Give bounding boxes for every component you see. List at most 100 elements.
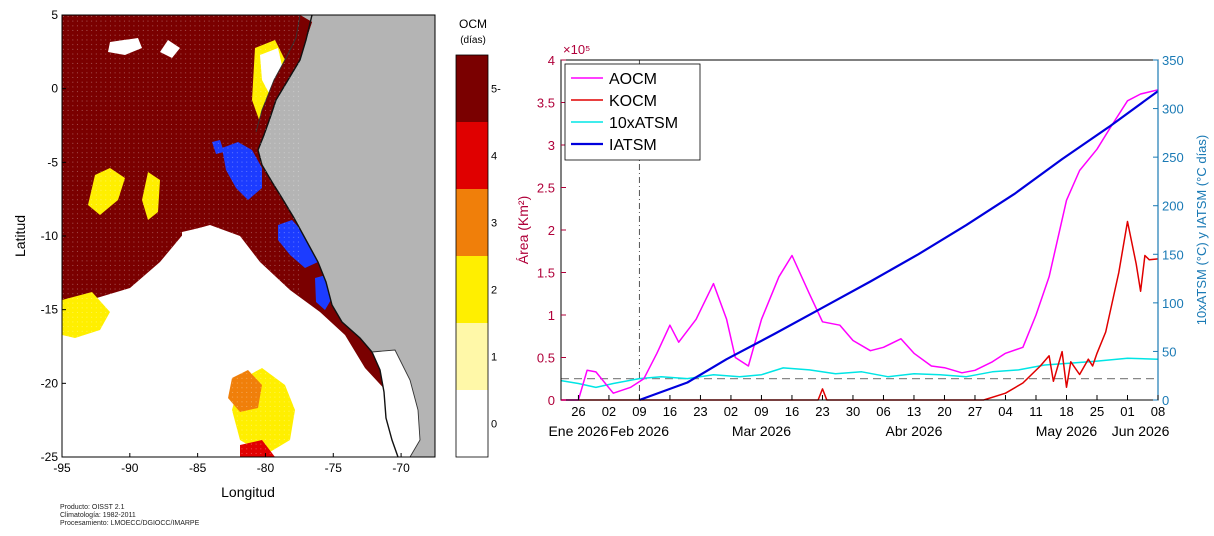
map-xlabel: Longitud xyxy=(221,484,275,500)
colorbar-swatch xyxy=(456,122,488,189)
map-y-axis: 5 0 -5 -10 -15 -20 -25 xyxy=(41,8,66,464)
colorbar-tick-label: 4 xyxy=(491,151,497,163)
credits: Producto: OISST 2.1 Climatología: 1982-2… xyxy=(60,504,199,528)
x-axis-tick-label: 09 xyxy=(754,404,768,419)
ocm-map: -95 -90 -85 -80 -75 -70 5 0 -5 -10 -15 -20 -25 Long… xyxy=(12,8,501,500)
colorbar-swatch xyxy=(456,55,488,122)
map-y-tick-label: 5 xyxy=(51,8,58,22)
x-axis-tick-label: 16 xyxy=(663,404,677,419)
right-axis-tick-label: 250 xyxy=(1162,150,1184,165)
left-axis-tick-label: 2.5 xyxy=(537,181,555,196)
map-y-tick-label: -5 xyxy=(47,155,58,169)
series-line-10xatsm xyxy=(560,357,1159,389)
colorbar-tick-label: 0 xyxy=(491,419,497,431)
map-y-tick-label: -10 xyxy=(41,229,59,243)
x-axis-tick-label: 18 xyxy=(1059,404,1073,419)
map-y-tick-label: 0 xyxy=(51,82,58,96)
right-axis: 0 50 100 150 200 250 300 350 xyxy=(1153,53,1184,408)
map-x-tick-label: -80 xyxy=(257,461,275,475)
left-axis-tick-label: 0.5 xyxy=(537,351,555,366)
right-axis-tick-label: 350 xyxy=(1162,53,1184,68)
x-axis-tick-label: 23 xyxy=(693,404,707,419)
credits-processing: Procesamiento: LMOECC/DGIOCC/IMARPE xyxy=(60,520,200,527)
x-axis-tick-label: 02 xyxy=(724,404,738,419)
right-axis-tick-label: 300 xyxy=(1162,102,1184,117)
x-axis-month-label: May 2026 xyxy=(1036,423,1098,439)
series-lines xyxy=(560,89,1159,402)
x-axis-month-label: Feb 2026 xyxy=(610,423,669,439)
south-america-land xyxy=(258,15,435,457)
x-axis-tick-label: 16 xyxy=(785,404,799,419)
legend-label-kocm: KOCM xyxy=(609,93,657,110)
x-axis-tick-label: 08 xyxy=(1151,404,1165,419)
left-axis-tick-label: 3.5 xyxy=(537,96,555,111)
colorbar-tick-label: 3 xyxy=(491,218,497,230)
map-y-tick-label: -15 xyxy=(41,303,59,317)
credits-climatology: Climatología: 1982-2011 xyxy=(60,512,136,519)
left-axis-tick-label: 1.5 xyxy=(537,266,555,281)
left-axis: 0 0.5 1 1.5 2 2.5 3 3.5 4 xyxy=(537,53,566,408)
left-axis-tick-label: 1 xyxy=(548,308,555,323)
x-axis-month-label: Jun 2026 xyxy=(1112,423,1170,439)
x-axis-tick-label: 06 xyxy=(876,404,890,419)
colorbar-tick-label: 5- xyxy=(491,84,501,96)
colorbar-swatch xyxy=(456,323,488,390)
right-axis-label: 10xATSM (°C) y IATSM (°C días) xyxy=(1194,135,1209,326)
x-axis-tick-label: 27 xyxy=(968,404,982,419)
x-axis-tick-label: 13 xyxy=(907,404,921,419)
map-x-tick-label: -90 xyxy=(121,461,139,475)
left-axis-tick-label: 2 xyxy=(548,223,555,238)
colorbar-swatch xyxy=(456,189,488,256)
series-line-kocm xyxy=(561,220,1159,401)
colorbar-swatch xyxy=(456,390,488,457)
legend: AOCM KOCM 10xATSM IATSM xyxy=(564,63,701,161)
legend-label-10xatsm: 10xATSM xyxy=(609,115,678,132)
left-axis-tick-label: 3 xyxy=(548,138,555,153)
x-axis-tick-label: 01 xyxy=(1120,404,1134,419)
map-y-tick-label: -20 xyxy=(41,376,59,390)
x-axis-tick-label: 11 xyxy=(1029,404,1043,419)
colorbar-unit: (días) xyxy=(460,35,486,46)
left-axis-label: Área (Km²) xyxy=(515,196,531,264)
map-ylabel: Latitud xyxy=(12,215,28,257)
x-axis-tick-label: 20 xyxy=(937,404,951,419)
right-axis-tick-label: 100 xyxy=(1162,296,1184,311)
time-series-chart: 00.511.522.533.54 050100150200250300350 … xyxy=(515,42,1209,439)
colorbar-swatch xyxy=(456,256,488,323)
map-x-axis: -95 -90 -85 -80 -75 -70 xyxy=(53,453,410,475)
left-axis-tick-label: 0 xyxy=(548,393,555,408)
map-x-tick-label: -95 xyxy=(53,461,71,475)
right-axis-tick-label: 50 xyxy=(1162,344,1176,359)
map-x-tick-label: -70 xyxy=(392,461,410,475)
colorbar-frame xyxy=(455,54,489,458)
right-axis-tick-label: 150 xyxy=(1162,247,1184,262)
x-axis-month-label: Ene 2026 xyxy=(548,423,608,439)
x-axis-month-label: Abr 2026 xyxy=(886,423,943,439)
map-x-tick-label: -75 xyxy=(325,461,343,475)
x-axis-month-label: Mar 2026 xyxy=(732,423,791,439)
series-line-iatsm xyxy=(639,90,1159,402)
x-axis-tick-label: 25 xyxy=(1090,404,1104,419)
map-x-tick-label: -85 xyxy=(189,461,207,475)
x-axis-tick-label: 26 xyxy=(571,404,585,419)
x-axis-tick-label: 04 xyxy=(998,404,1012,419)
grid-dots xyxy=(62,15,302,457)
map-y-tick-label: -25 xyxy=(41,450,59,464)
x-axis: 26 02 09 16 23 02 09 16 23 30 06 13 20 27 04 11 18 25 01 08… xyxy=(548,395,1170,439)
x-axis-tick-label: 30 xyxy=(846,404,860,419)
right-axis-tick-label: 200 xyxy=(1162,199,1184,214)
x-axis-tick-label: 09 xyxy=(632,404,646,419)
left-axis-tick-label: 4 xyxy=(548,53,555,68)
x-axis-tick-label: 02 xyxy=(602,404,616,419)
right-axis-tick-label: 0 xyxy=(1162,393,1169,408)
left-axis-exponent: ×10⁵ xyxy=(563,42,590,57)
legend-label-aocm: AOCM xyxy=(609,71,657,88)
colorbar-title: OCM xyxy=(459,17,487,31)
colorbar: 5- 4 3 2 1 0 xyxy=(455,54,501,458)
series-line-aocm xyxy=(561,89,1159,401)
x-axis-tick-label: 23 xyxy=(815,404,829,419)
credits-product: Producto: OISST 2.1 xyxy=(60,504,125,511)
colorbar-tick-label: 2 xyxy=(491,285,497,297)
map-field xyxy=(62,15,435,457)
colorbar-tick-label: 1 xyxy=(491,352,497,364)
